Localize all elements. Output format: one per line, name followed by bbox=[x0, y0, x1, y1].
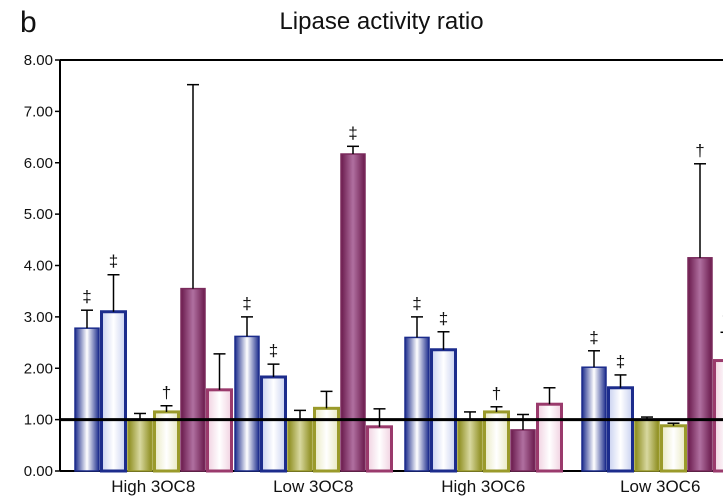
bar bbox=[127, 418, 153, 472]
y-tick-label: 1.00 bbox=[24, 412, 53, 429]
category-label: Low 3OC6 bbox=[620, 477, 700, 496]
bar bbox=[206, 388, 233, 473]
significance-marker: ‡ bbox=[82, 287, 91, 306]
significance-marker: † bbox=[162, 383, 171, 402]
bar bbox=[713, 359, 723, 473]
significance-marker: ‡ bbox=[348, 123, 357, 142]
bar bbox=[313, 406, 340, 473]
bar bbox=[180, 287, 206, 472]
bar bbox=[536, 402, 563, 473]
significance-marker: † bbox=[722, 309, 723, 328]
y-tick-label: 0.00 bbox=[24, 463, 53, 480]
bar bbox=[660, 424, 687, 473]
bar bbox=[483, 410, 510, 473]
y-tick-label: 7.00 bbox=[24, 103, 53, 120]
category-label: High 3OC8 bbox=[111, 477, 195, 496]
bar bbox=[404, 336, 430, 472]
bar bbox=[260, 375, 287, 473]
bar bbox=[340, 153, 366, 472]
bar bbox=[510, 429, 536, 472]
bar bbox=[74, 327, 100, 472]
bar bbox=[234, 335, 260, 472]
bar bbox=[687, 257, 713, 472]
bar bbox=[287, 418, 313, 472]
significance-marker: ‡ bbox=[109, 252, 118, 271]
bar bbox=[100, 310, 127, 473]
chart-title: Lipase activity ratio bbox=[279, 8, 484, 35]
significance-marker: ‡ bbox=[616, 352, 625, 371]
bar bbox=[634, 418, 660, 472]
category-label: High 3OC6 bbox=[441, 477, 525, 496]
y-tick-label: 4.00 bbox=[24, 258, 53, 275]
bar bbox=[366, 425, 393, 473]
bar bbox=[457, 418, 483, 472]
significance-marker: ‡ bbox=[242, 294, 251, 313]
category-label: Low 3OC8 bbox=[273, 477, 353, 496]
significance-marker: ‡ bbox=[412, 294, 421, 313]
y-tick-label: 2.00 bbox=[24, 360, 53, 377]
significance-marker: † bbox=[492, 384, 501, 403]
significance-marker: ‡ bbox=[589, 328, 598, 347]
y-tick-label: 8.00 bbox=[24, 52, 53, 69]
significance-marker: † bbox=[695, 141, 704, 160]
y-tick-label: 3.00 bbox=[24, 309, 53, 326]
bar bbox=[607, 386, 634, 473]
bar bbox=[430, 348, 457, 473]
significance-marker: ‡ bbox=[269, 341, 278, 360]
y-tick-label: 6.00 bbox=[24, 155, 53, 172]
y-tick-label: 5.00 bbox=[24, 206, 53, 223]
significance-marker: ‡ bbox=[439, 309, 448, 328]
panel-letter: b bbox=[20, 6, 37, 39]
